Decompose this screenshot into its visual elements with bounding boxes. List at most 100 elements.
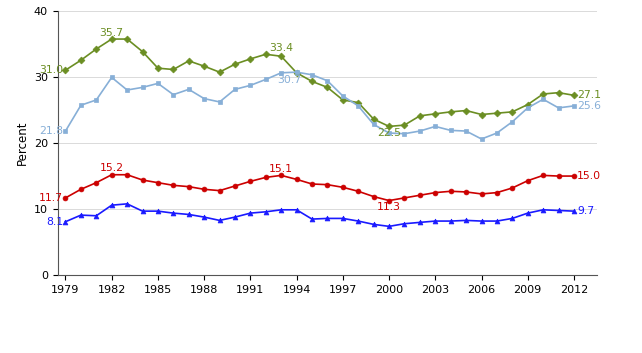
Black [524,102,532,107]
Hispanic [478,137,485,141]
White, Not Hispanic [570,209,578,213]
Black [92,47,100,51]
White, Not Hispanic [493,219,501,223]
Black [555,91,562,95]
Overall [401,196,408,200]
Line: Overall: Overall [63,172,577,203]
Hispanic [200,96,208,101]
Text: 9.7: 9.7 [577,206,594,216]
Black [416,114,424,118]
White, Not Hispanic [216,218,223,222]
Hispanic [370,122,377,127]
Overall [370,195,377,199]
Text: 15.1: 15.1 [269,164,293,174]
White, Not Hispanic [416,220,424,225]
Black [200,64,208,68]
White, Not Hispanic [169,211,177,215]
Overall [123,173,131,177]
White, Not Hispanic [524,211,532,215]
Hispanic [139,85,146,89]
Black [508,110,516,114]
Black [293,71,300,75]
Overall [354,189,362,193]
Hispanic [108,75,116,79]
Text: 33.4: 33.4 [269,43,293,53]
Hispanic [508,120,516,124]
Text: 15.2: 15.2 [100,163,124,173]
Overall [262,175,270,179]
White, Not Hispanic [154,209,162,213]
White, Not Hispanic [62,220,69,224]
White, Not Hispanic [277,208,285,212]
Text: 25.6: 25.6 [577,101,601,111]
Black [401,123,408,127]
White, Not Hispanic [354,219,362,223]
Hispanic [247,83,254,88]
White, Not Hispanic [539,208,547,212]
Overall [216,189,223,193]
Hispanic [308,73,316,77]
Overall [308,182,316,186]
Hispanic [262,77,270,82]
Black [339,98,347,102]
White, Not Hispanic [77,213,85,217]
Black [324,85,331,89]
Overall [231,184,239,188]
Black [262,52,270,56]
Hispanic [570,104,578,108]
Black [123,37,131,41]
White, Not Hispanic [478,219,485,223]
Text: 30.7: 30.7 [277,76,301,85]
Hispanic [169,92,177,97]
Text: 27.1: 27.1 [577,90,601,100]
Overall [570,174,578,178]
Black [431,112,439,116]
Black [277,54,285,58]
Y-axis label: Percent: Percent [15,121,28,165]
Overall [478,192,485,196]
White, Not Hispanic [431,219,439,223]
Black [247,57,254,61]
Overall [508,186,516,190]
White, Not Hispanic [308,217,316,221]
White, Not Hispanic [370,222,377,227]
Hispanic [123,88,131,92]
White, Not Hispanic [185,212,193,216]
Overall [324,183,331,187]
Black [154,66,162,70]
White, Not Hispanic [385,224,393,228]
Overall [555,174,562,178]
Overall [539,173,547,178]
Black [185,59,193,63]
Hispanic [62,129,69,133]
White, Not Hispanic [92,214,100,218]
Overall [200,187,208,191]
Overall [524,179,532,183]
Black [539,92,547,96]
Line: Hispanic: Hispanic [63,70,577,142]
Black [108,37,116,41]
Hispanic [216,100,223,104]
Hispanic [493,131,501,135]
Hispanic [185,87,193,91]
Line: Black: Black [63,37,577,129]
White, Not Hispanic [123,202,131,206]
Black [231,62,239,66]
Overall [169,183,177,187]
Hispanic [539,97,547,101]
Hispanic [324,79,331,83]
White, Not Hispanic [401,222,408,226]
Line: White, Not Hispanic: White, Not Hispanic [63,202,577,229]
Black [478,112,485,116]
Black [62,68,69,72]
White, Not Hispanic [293,208,300,212]
Text: 11.3: 11.3 [377,202,401,212]
Hispanic [77,103,85,107]
Hispanic [447,128,455,132]
Overall [416,193,424,197]
White, Not Hispanic [462,218,470,222]
Overall [431,191,439,195]
White, Not Hispanic [247,211,254,215]
Overall [154,181,162,185]
Black [169,67,177,72]
